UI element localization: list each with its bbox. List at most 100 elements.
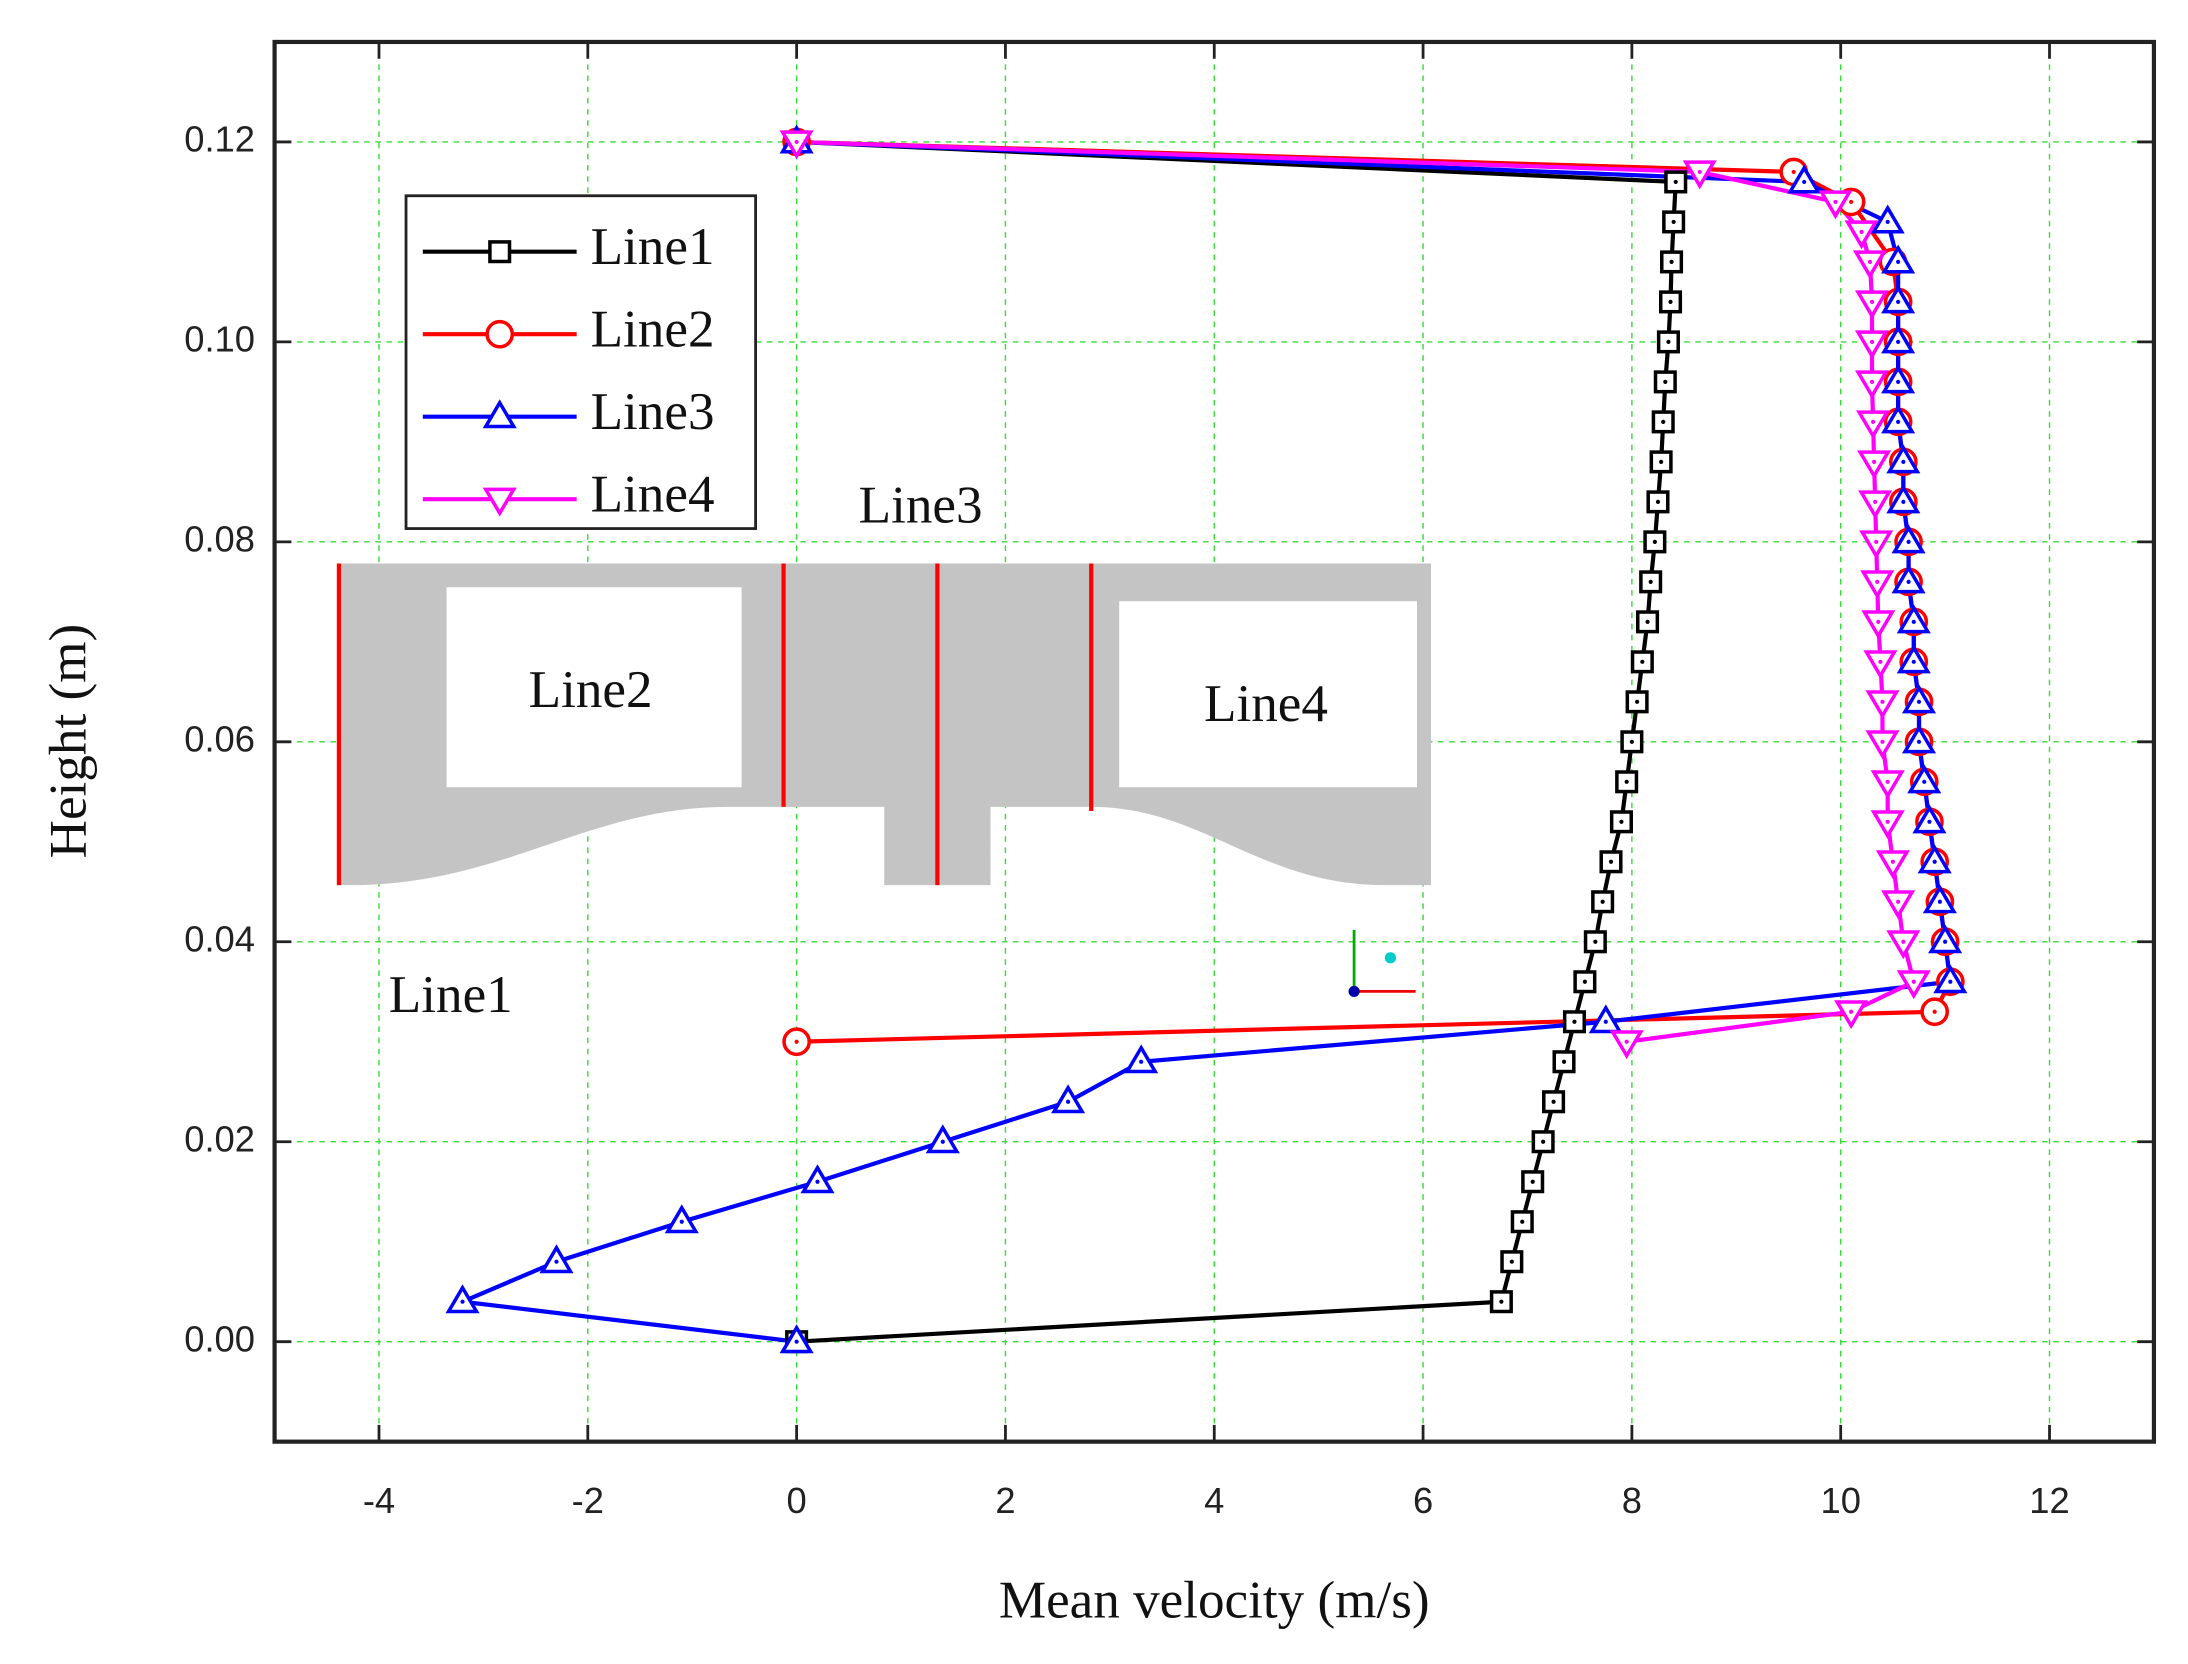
- marker-dot: [1869, 299, 1875, 304]
- marker-dot: [1885, 779, 1890, 784]
- marker-dot: [794, 1339, 799, 1344]
- marker-dot: [1878, 659, 1883, 664]
- marker-dot: [1932, 1009, 1937, 1014]
- marker-dot: [1669, 259, 1674, 265]
- marker: [925, 1124, 960, 1154]
- marker: [1881, 404, 1916, 434]
- marker: [1124, 1044, 1159, 1074]
- axis-triad: [1348, 929, 1416, 998]
- marker-dot: [1833, 199, 1838, 205]
- marker-dot: [1901, 459, 1906, 464]
- marker-dot: [1880, 739, 1885, 744]
- marker-dot: [1948, 979, 1953, 984]
- marker-dot: [1867, 259, 1873, 265]
- marker-dot: [1943, 939, 1948, 944]
- marker: [1922, 884, 1957, 914]
- marker-dot: [1635, 699, 1640, 704]
- marker-dot: [1896, 899, 1901, 904]
- marker-dot: [1572, 1019, 1577, 1024]
- marker-dot: [554, 1259, 559, 1264]
- marker-dot: [1509, 1259, 1514, 1264]
- marker-dot: [1648, 579, 1653, 584]
- marker-dot: [1663, 379, 1668, 384]
- marker-dot: [1885, 819, 1890, 824]
- marker: [488, 240, 512, 264]
- marker-dot: [1873, 499, 1878, 504]
- y-tick-label: 0.00: [184, 1318, 255, 1359]
- marker: [1051, 1084, 1086, 1114]
- marker-dot: [1600, 899, 1605, 904]
- marker-dot: [1671, 219, 1676, 225]
- marker: [800, 1164, 835, 1194]
- marker-dot: [1499, 1299, 1504, 1304]
- marker-dot: [1874, 539, 1879, 544]
- marker-dot: [1911, 619, 1916, 624]
- y-tick-label: 0.06: [184, 718, 255, 759]
- marker-dot: [1849, 1009, 1854, 1014]
- marker: [1912, 804, 1947, 834]
- marker-dot: [794, 139, 799, 145]
- marker: [1928, 924, 1963, 954]
- marker-dot: [1922, 779, 1927, 784]
- marker-dot: [1624, 1039, 1629, 1044]
- marker-dot: [815, 1179, 820, 1184]
- marker-dot: [940, 1139, 945, 1144]
- marker: [1865, 690, 1900, 720]
- legend-label: Line4: [591, 465, 715, 523]
- marker-dot: [1901, 939, 1906, 944]
- marker-dot: [1875, 579, 1880, 584]
- marker-dot: [1880, 699, 1885, 704]
- marker-dot: [1652, 539, 1657, 544]
- y-tick-label: 0.02: [184, 1118, 255, 1159]
- marker-dot: [1896, 299, 1901, 304]
- legend-label: Line2: [591, 300, 715, 358]
- marker: [1881, 364, 1916, 394]
- marker: [1857, 450, 1892, 480]
- marker-dot: [1608, 859, 1614, 864]
- marker: [1881, 244, 1916, 274]
- marker-dot: [1645, 619, 1650, 624]
- marker: [1818, 190, 1853, 220]
- marker-dot: [1593, 939, 1598, 944]
- inset-diagram: Line3 Line2 Line4 Line1: [336, 477, 1431, 1024]
- marker: [1907, 764, 1942, 794]
- marker-dot: [1666, 339, 1671, 344]
- marker-dot: [1530, 1179, 1535, 1184]
- marker-dot: [1916, 699, 1922, 704]
- inset-label: Line4: [1204, 675, 1328, 733]
- marker-dot: [1859, 229, 1864, 235]
- marker: [1896, 970, 1931, 1000]
- marker-dot: [1520, 1219, 1525, 1224]
- marker-dot: [1849, 199, 1854, 205]
- cavity: [1119, 601, 1418, 788]
- marker-dot: [1906, 579, 1911, 584]
- marker-dot: [1896, 259, 1901, 265]
- marker-dot: [1065, 1099, 1071, 1104]
- marker: [1875, 850, 1910, 880]
- marker: [1859, 530, 1894, 560]
- marker-dot: [1139, 1059, 1144, 1064]
- marker: [1881, 890, 1916, 920]
- marker-dot: [1668, 299, 1673, 304]
- marker: [1896, 644, 1931, 674]
- marker: [1787, 164, 1822, 194]
- inset-label: Line1: [389, 966, 513, 1024]
- x-tick-label: -2: [572, 1480, 604, 1521]
- marker-dot: [1624, 779, 1629, 784]
- x-tick-label: 10: [1820, 1480, 1860, 1521]
- marker-dot: [1890, 859, 1896, 864]
- marker-dot: [1937, 899, 1942, 904]
- marker: [1860, 570, 1895, 600]
- marker: [1881, 284, 1916, 314]
- marker: [1854, 290, 1890, 320]
- marker: [1682, 160, 1717, 190]
- marker-dot: [1655, 499, 1661, 504]
- marker-dot: [1661, 419, 1666, 424]
- marker: [1891, 524, 1926, 554]
- plot-frame: [272, 39, 2157, 1444]
- marker: [1891, 564, 1926, 594]
- marker-dot: [1603, 1019, 1608, 1024]
- marker-dot: [1561, 1059, 1567, 1064]
- marker: [1886, 930, 1921, 960]
